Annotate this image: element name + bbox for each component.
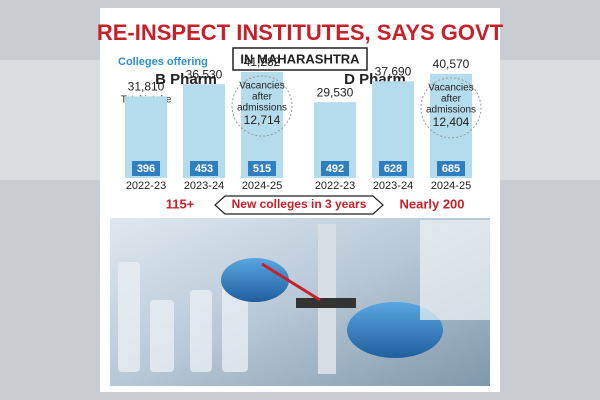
- vacancy-value: 12,714: [244, 113, 281, 127]
- vacancy-label: after: [441, 93, 462, 104]
- footer-right: Nearly 200: [399, 196, 464, 211]
- footer-middle: New colleges in 3 years: [232, 197, 367, 211]
- vacancy-value: 12,404: [433, 115, 470, 129]
- photo: [110, 218, 490, 386]
- college-count: 685: [442, 163, 460, 175]
- footer-arrow: [214, 195, 384, 215]
- chart-title: B Pharm: [155, 71, 217, 88]
- college-box: [379, 161, 407, 176]
- college-box: [437, 161, 465, 176]
- legend: Colleges offering: [118, 56, 208, 68]
- x-tick-label: 2023-24: [373, 180, 413, 192]
- college-box: [132, 161, 160, 176]
- bar: [241, 72, 283, 178]
- blur-right: [500, 60, 600, 180]
- vacancy-label: Vacancies: [239, 81, 284, 92]
- glass: [118, 262, 140, 372]
- vacancy-label: admissions: [426, 104, 476, 115]
- vacancy-circle: [231, 75, 293, 137]
- vacancy-circle: [420, 77, 482, 139]
- vacancy-label: after: [252, 92, 273, 103]
- title: RE-INSPECT INSTITUTES, SAYS GOVT: [97, 20, 504, 45]
- glove: [347, 302, 443, 358]
- value-label: 36,530: [186, 67, 223, 81]
- subtitle: IN MAHARASHTRA: [240, 51, 360, 66]
- college-box: [248, 161, 276, 176]
- footer-left: 115+: [166, 196, 195, 211]
- pipette: [261, 262, 321, 302]
- glass: [190, 290, 212, 372]
- college-count: 453: [195, 163, 213, 175]
- x-tick-label: 2024-25: [242, 180, 282, 192]
- glass: [222, 285, 248, 372]
- x-tick-label: 2022-23: [315, 180, 355, 192]
- x-tick-label: 2023-24: [184, 180, 224, 192]
- value-label: 40,570: [433, 57, 470, 71]
- blur-left: [0, 60, 100, 180]
- x-tick-label: 2022-23: [126, 180, 166, 192]
- coat: [420, 220, 490, 320]
- subtitle-box: [232, 47, 368, 71]
- value-label: 41,282: [244, 55, 281, 69]
- bar: [430, 73, 472, 178]
- value-label: 31,810: [128, 79, 165, 93]
- stage: [296, 298, 356, 308]
- value-label: 29,530: [317, 85, 354, 99]
- vacancy-label: admissions: [237, 103, 287, 114]
- glass: [150, 300, 174, 372]
- college-count: 396: [137, 163, 155, 175]
- college-count: 628: [384, 163, 402, 175]
- glove: [221, 258, 289, 302]
- college-box: [321, 161, 349, 176]
- college-count: 492: [326, 163, 344, 175]
- vacancy-label: Vacancies: [428, 82, 473, 93]
- value-label: 37,690: [375, 64, 412, 78]
- college-count: 515: [253, 163, 271, 175]
- college-box: [190, 161, 218, 176]
- x-tick-label: 2024-25: [431, 180, 471, 192]
